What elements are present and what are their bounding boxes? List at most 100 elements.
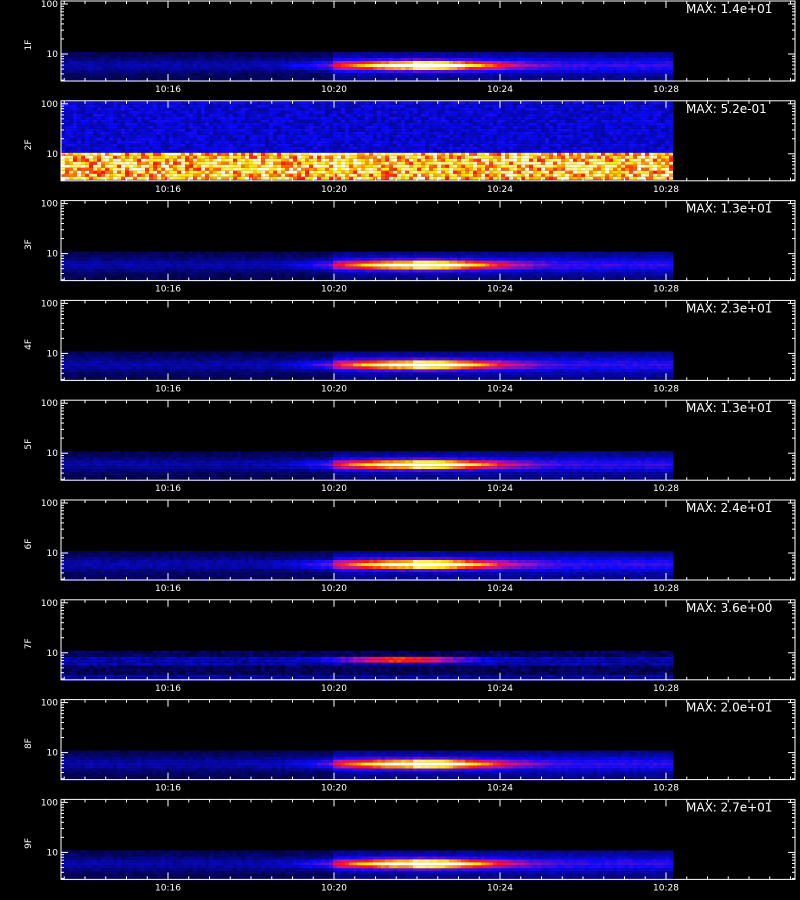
heatmap-cell	[353, 126, 357, 129]
heatmap-cell	[521, 165, 525, 168]
heatmap-cell	[433, 58, 437, 61]
heatmap-cell	[525, 126, 529, 129]
heatmap-cell	[341, 177, 345, 180]
heatmap-cell	[213, 174, 217, 177]
heatmap-cell	[333, 70, 337, 73]
heatmap-cell	[209, 120, 213, 123]
heatmap-cell	[421, 171, 425, 174]
heatmap-cell	[185, 61, 189, 64]
heatmap-cell	[257, 64, 261, 67]
heatmap-cell	[185, 73, 189, 76]
heatmap-cell	[281, 114, 285, 117]
heatmap-cell	[365, 159, 369, 162]
heatmap-cell	[481, 156, 485, 159]
heatmap-cell	[105, 153, 109, 156]
heatmap-cell	[89, 67, 93, 70]
heatmap-cell	[565, 108, 569, 111]
heatmap-cell	[197, 117, 201, 120]
heatmap-cell	[325, 138, 329, 141]
heatmap-cell	[429, 129, 433, 132]
heatmap-cell	[477, 135, 481, 138]
heatmap-cell	[65, 70, 69, 73]
heatmap-cell	[317, 70, 321, 73]
heatmap-cell	[253, 171, 257, 174]
heatmap-cell	[337, 55, 341, 58]
heatmap-cell	[321, 171, 325, 174]
heatmap-cell	[141, 64, 145, 67]
heatmap-cell	[349, 120, 353, 123]
heatmap-cell	[445, 58, 449, 61]
heatmap-cell	[145, 111, 149, 114]
heatmap-cell	[253, 177, 257, 180]
heatmap-cell	[341, 171, 345, 174]
heatmap-cell	[545, 111, 549, 114]
heatmap-cell	[573, 126, 577, 129]
heatmap-cell	[573, 120, 577, 123]
heatmap-cell	[137, 159, 141, 162]
heatmap-cell	[117, 55, 121, 58]
heatmap-cell	[325, 144, 329, 147]
heatmap-cell	[513, 76, 517, 79]
heatmap-cell	[629, 52, 633, 55]
heatmap-cell	[69, 123, 73, 126]
heatmap-cell	[213, 70, 217, 73]
heatmap-cell	[205, 64, 209, 67]
heatmap-cell	[409, 73, 413, 76]
heatmap-cell	[149, 105, 153, 108]
heatmap-cell	[145, 61, 149, 64]
heatmap-cell	[169, 102, 173, 105]
heatmap-cell	[285, 117, 289, 120]
heatmap-cell	[257, 144, 261, 147]
heatmap-cell	[349, 123, 353, 126]
heatmap-cell	[525, 135, 529, 138]
heatmap-cell	[409, 64, 413, 67]
heatmap-cell	[549, 159, 553, 162]
heatmap-cell	[353, 174, 357, 177]
heatmap-cell	[97, 73, 101, 76]
heatmap-cell	[437, 156, 441, 159]
heatmap-cell	[153, 147, 157, 150]
heatmap-cell	[321, 52, 325, 55]
heatmap-cell	[85, 105, 89, 108]
heatmap-cell	[205, 129, 209, 132]
heatmap-cell	[117, 73, 121, 76]
heatmap-cell	[549, 52, 553, 55]
heatmap-cell	[429, 126, 433, 129]
heatmap-cell	[169, 105, 173, 108]
heatmap-cell	[225, 126, 229, 129]
heatmap-cell	[437, 70, 441, 73]
heatmap-cell	[197, 141, 201, 144]
heatmap-cell	[449, 114, 453, 117]
heatmap-cell	[241, 117, 245, 120]
heatmap-cell	[97, 156, 101, 159]
heatmap-cell	[417, 105, 421, 108]
heatmap-cell	[181, 156, 185, 159]
heatmap-cell	[545, 108, 549, 111]
heatmap-cell	[429, 108, 433, 111]
heatmap-cell	[377, 58, 381, 61]
heatmap-cell	[505, 76, 509, 79]
heatmap-cell	[493, 52, 497, 55]
heatmap-cell	[461, 73, 465, 76]
heatmap-cell	[77, 58, 81, 61]
heatmap-cell	[93, 55, 97, 58]
heatmap-cell	[105, 147, 109, 150]
heatmap-cell	[301, 58, 305, 61]
heatmap-cell	[189, 141, 193, 144]
heatmap-cell	[237, 70, 241, 73]
heatmap-cell	[61, 144, 65, 147]
heatmap-cell	[289, 117, 293, 120]
heatmap-cell	[645, 67, 649, 70]
heatmap-cell	[413, 102, 417, 105]
heatmap-cell	[249, 120, 253, 123]
heatmap-cell	[629, 58, 633, 61]
heatmap-cell	[541, 61, 545, 64]
heatmap-cell	[113, 147, 117, 150]
heatmap-cell	[69, 76, 73, 79]
heatmap-cell	[305, 111, 309, 114]
heatmap-cell	[565, 174, 569, 177]
heatmap-cell	[401, 144, 405, 147]
heatmap-cell	[189, 177, 193, 180]
heatmap-cell	[489, 174, 493, 177]
heatmap-cell	[481, 138, 485, 141]
